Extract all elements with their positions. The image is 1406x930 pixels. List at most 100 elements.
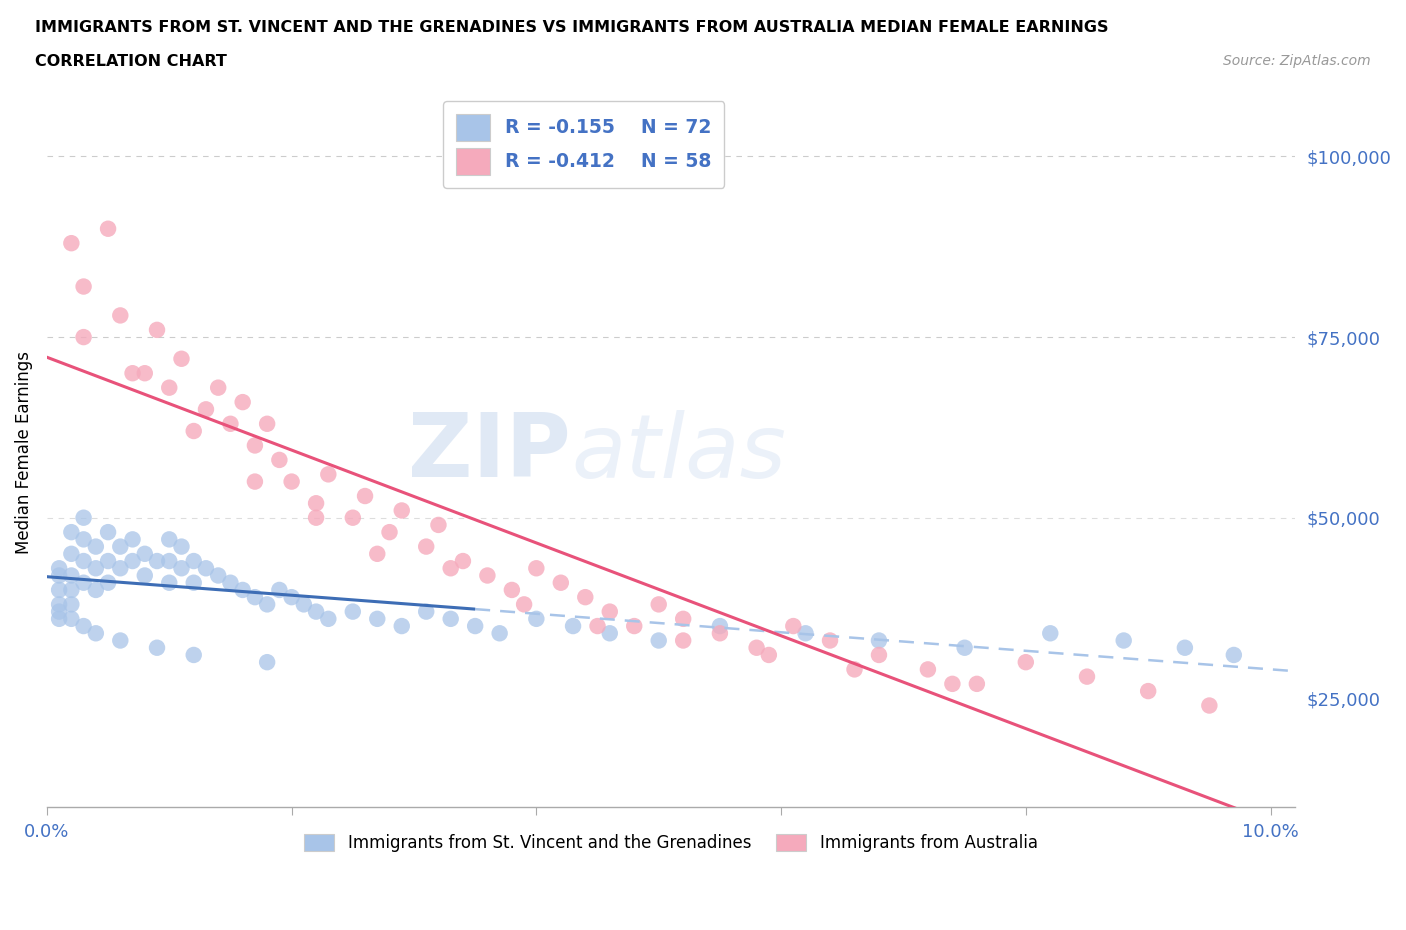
Point [84,561,107,576]
Point [134,365,156,380]
Point [586,618,609,633]
Point [110,308,132,323]
Point [60,597,83,612]
Point [672,611,695,626]
Point [745,640,768,655]
Point [378,525,401,539]
Point [1137,684,1160,698]
Point [354,488,377,503]
Point [157,576,180,591]
Point [84,626,107,641]
Point [269,582,291,597]
Point [170,539,193,554]
Point [427,517,450,532]
Point [415,604,437,619]
Point [305,511,328,525]
Point [1076,670,1098,684]
Point [60,611,83,626]
Text: CORRELATION CHART: CORRELATION CHART [35,54,226,69]
Point [599,626,621,641]
Point [868,647,890,662]
Point [157,532,180,547]
Point [562,618,585,633]
Text: ZIP: ZIP [408,409,571,497]
Point [1015,655,1038,670]
Point [194,402,217,417]
Legend: Immigrants from St. Vincent and the Grenadines, Immigrants from Australia: Immigrants from St. Vincent and the Gren… [298,827,1045,858]
Point [134,547,156,562]
Point [709,626,731,641]
Point [60,568,83,583]
Point [110,561,132,576]
Point [648,633,671,648]
Point [501,582,523,597]
Point [550,576,572,591]
Point [256,597,278,612]
Point [60,547,83,562]
Point [146,640,169,655]
Point [342,511,364,525]
Point [256,417,278,432]
Point [269,453,291,468]
Point [72,329,94,344]
Point [232,394,254,409]
Point [818,633,841,648]
Point [134,568,156,583]
Point [292,597,315,612]
Point [464,618,486,633]
Point [48,582,70,597]
Text: Source: ZipAtlas.com: Source: ZipAtlas.com [1223,54,1371,68]
Point [574,590,596,604]
Point [342,604,364,619]
Point [599,604,621,619]
Point [157,380,180,395]
Point [243,590,266,604]
Point [48,604,70,619]
Point [170,561,193,576]
Point [1174,640,1197,655]
Point [488,626,510,641]
Point [391,503,413,518]
Point [170,352,193,366]
Point [440,561,463,576]
Point [121,553,143,568]
Point [60,582,83,597]
Point [72,618,94,633]
Point [183,576,205,591]
Point [758,647,780,662]
Point [1223,647,1246,662]
Point [318,467,340,482]
Point [110,633,132,648]
Point [648,597,671,612]
Point [782,618,804,633]
Point [366,547,388,562]
Point [513,597,536,612]
Point [84,582,107,597]
Point [868,633,890,648]
Point [48,597,70,612]
Point [794,626,817,641]
Point [415,539,437,554]
Point [366,611,388,626]
Point [146,553,169,568]
Point [953,640,976,655]
Point [110,539,132,554]
Point [709,618,731,633]
Point [72,511,94,525]
Point [157,553,180,568]
Point [243,438,266,453]
Point [623,618,645,633]
Point [243,474,266,489]
Point [97,553,120,568]
Point [1039,626,1062,641]
Point [524,561,547,576]
Point [146,323,169,338]
Point [97,525,120,539]
Point [232,582,254,597]
Point [183,423,205,438]
Point [48,611,70,626]
Point [451,553,474,568]
Y-axis label: Median Female Earnings: Median Female Earnings [15,352,32,554]
Point [121,532,143,547]
Point [1112,633,1135,648]
